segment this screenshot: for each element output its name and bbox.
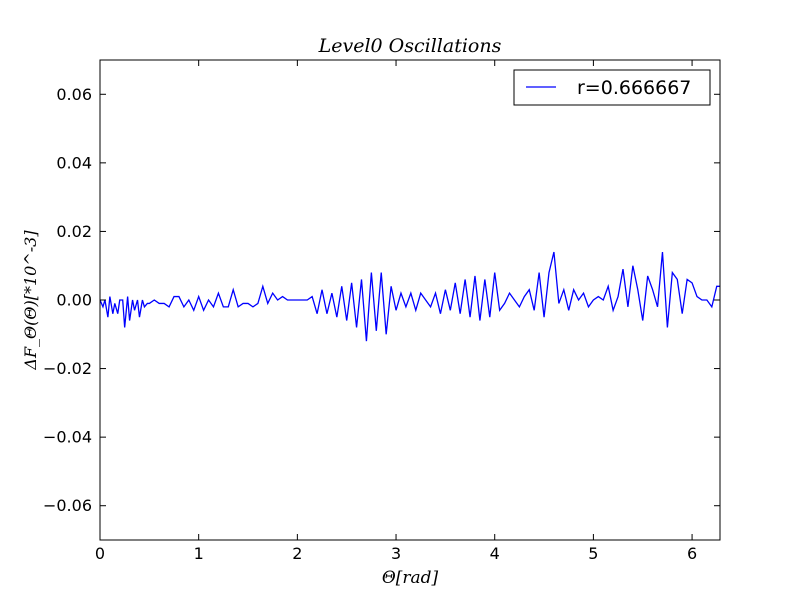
y-tick-label-3: 0.00	[56, 291, 92, 310]
legend-label: r=0.666667	[577, 77, 691, 99]
legend: r=0.666667	[513, 69, 711, 106]
plot-area: 0 1 2 3 4 5 6 −0.06 −0.04 −0.02 0.00 0.02 0.04 0.06	[43, 59, 721, 563]
y-tick-label-5: 0.04	[56, 153, 92, 172]
x-tick-label-0: 0	[95, 544, 105, 563]
axes-frame	[99, 59, 721, 541]
x-tick-label-6: 6	[687, 544, 697, 563]
chart-title: Level0 Oscillations	[318, 35, 502, 57]
series-line-0	[99, 251, 720, 342]
y-tick-label-2: −0.02	[43, 359, 92, 378]
y-tick-label-0: −0.06	[43, 496, 92, 515]
x-axis-label: Θ[rad]	[382, 568, 439, 588]
y-tick-label-1: −0.04	[43, 428, 92, 447]
y-tick-label-6: 0.06	[56, 85, 92, 104]
x-tick-label-4: 4	[490, 544, 500, 563]
y-axis-label: ΔF_Θ(Θ)[*10^-3]	[21, 230, 40, 371]
x-tick-label-1: 1	[194, 544, 204, 563]
x-tick-label-2: 2	[292, 544, 302, 563]
y-tick-label-4: 0.02	[56, 222, 92, 241]
x-tick-label-5: 5	[588, 544, 598, 563]
x-tick-label-3: 3	[391, 544, 401, 563]
